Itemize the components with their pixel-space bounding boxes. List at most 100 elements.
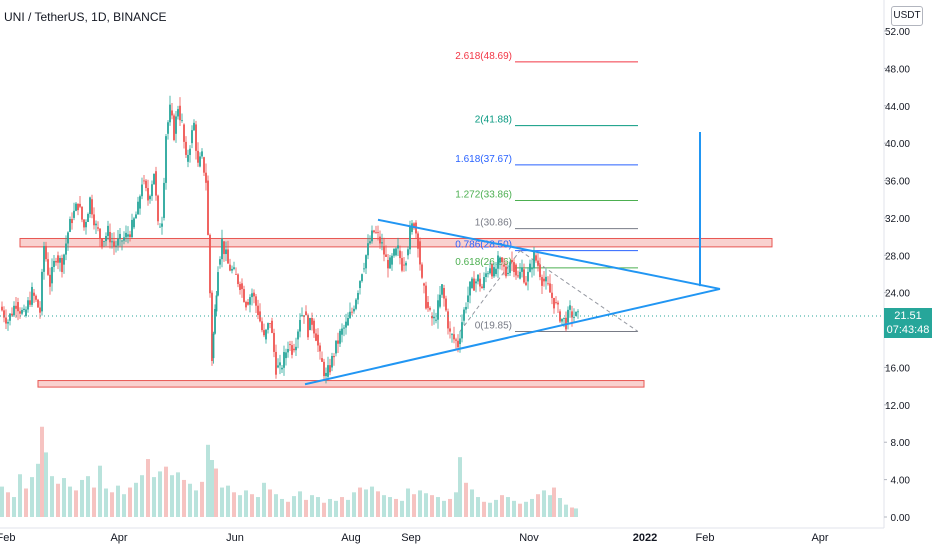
candle-body — [393, 249, 395, 256]
candle-body — [133, 218, 135, 228]
x-tick-label: Feb — [696, 532, 715, 544]
volume-bar — [394, 498, 398, 517]
candle-body — [505, 266, 507, 277]
y-tick-label: 24.00 — [885, 289, 910, 300]
volume-bar — [364, 489, 368, 517]
candle-body — [553, 297, 555, 309]
candle-body — [95, 223, 97, 226]
candle-body — [377, 232, 379, 234]
volume-bar — [158, 471, 162, 517]
volume-bar — [6, 492, 10, 517]
volume-bars — [0, 426, 578, 517]
candle-body — [75, 203, 77, 211]
currency-selector[interactable]: USDT — [891, 6, 923, 26]
candle-body — [103, 241, 105, 242]
candle-body — [433, 316, 435, 319]
volume-bar — [458, 457, 462, 517]
candle-body — [51, 266, 53, 284]
chart-title: UNI / TetherUS, 1D, BINANCE — [4, 10, 167, 24]
volume-bar — [110, 492, 114, 517]
volume-bar — [310, 495, 314, 517]
candle-body — [161, 223, 163, 227]
candle-body — [371, 230, 373, 242]
candle-body — [309, 317, 311, 331]
volume-bar — [358, 487, 362, 517]
candle-body — [469, 281, 471, 296]
candle-body — [235, 274, 237, 275]
candle-body — [45, 245, 47, 260]
volume-bar — [542, 490, 546, 517]
candle-body — [409, 225, 411, 250]
volume-bar — [24, 488, 28, 517]
candle-body — [501, 257, 503, 263]
candle-body — [263, 330, 265, 336]
candle-body — [487, 273, 489, 275]
candle-body — [335, 340, 337, 354]
axes: 52.00 48.00 44.00 40.00 36.00 32.00 28.00 24.00… — [0, 0, 910, 544]
candle-body — [341, 328, 343, 335]
y-tick-label: 36.00 — [885, 177, 910, 188]
candle-body — [11, 313, 13, 316]
candle-body — [143, 180, 145, 182]
volume-bar — [206, 444, 210, 517]
candle-body — [359, 281, 361, 289]
volume-bar — [464, 482, 468, 517]
candle-body — [445, 298, 447, 311]
candle-body — [339, 330, 341, 344]
candle-body — [101, 238, 103, 248]
volume-bar — [470, 489, 474, 517]
candle-body — [127, 234, 129, 237]
candle-body — [195, 124, 197, 151]
volume-bar — [98, 465, 102, 517]
candle-body — [283, 352, 285, 368]
candle-body — [493, 267, 495, 277]
candle-body — [435, 319, 437, 321]
volume-bar — [412, 494, 416, 517]
candle-body — [367, 243, 369, 256]
candle-body — [215, 295, 218, 312]
candle-body — [43, 246, 45, 272]
candle-body — [381, 242, 383, 244]
fib-level-label: 1.618(37.67) — [455, 154, 512, 165]
candle-body — [131, 219, 133, 238]
candle-body — [441, 284, 443, 295]
volume-bar — [56, 483, 60, 517]
candle-body — [37, 299, 39, 308]
x-tick-label: Feb — [0, 532, 15, 544]
candle-body — [77, 203, 79, 211]
candle-body — [89, 197, 91, 215]
candle-body — [375, 231, 377, 233]
candle-body — [357, 292, 359, 300]
candle-body — [391, 255, 393, 265]
candle-body — [373, 230, 375, 233]
candle-body — [277, 365, 279, 368]
volume-bar — [140, 475, 144, 517]
volume-bar — [18, 474, 22, 517]
candle-body — [573, 317, 575, 318]
candle-body — [291, 345, 293, 355]
candle-body — [397, 245, 399, 249]
candle-body — [265, 329, 267, 340]
candle-body — [539, 264, 541, 278]
candle-body — [325, 372, 327, 377]
candle-body — [439, 294, 441, 307]
candle-body — [197, 150, 199, 163]
candle-body — [119, 233, 121, 239]
candle-body — [555, 302, 557, 303]
candle-body — [15, 305, 17, 309]
candle-body — [471, 278, 473, 289]
candle-body — [329, 365, 331, 373]
candle-body — [171, 110, 173, 116]
y-tick-label: 12.00 — [885, 401, 910, 412]
candle-body — [53, 260, 55, 267]
candle-body — [323, 361, 325, 377]
candle-body — [405, 262, 407, 266]
volume-bar — [146, 459, 150, 517]
candle-body — [145, 180, 147, 189]
candle-body — [287, 349, 289, 353]
candle-body — [67, 232, 69, 244]
volume-bar — [220, 487, 224, 517]
candle-body — [343, 327, 345, 329]
volume-bar — [62, 478, 66, 517]
